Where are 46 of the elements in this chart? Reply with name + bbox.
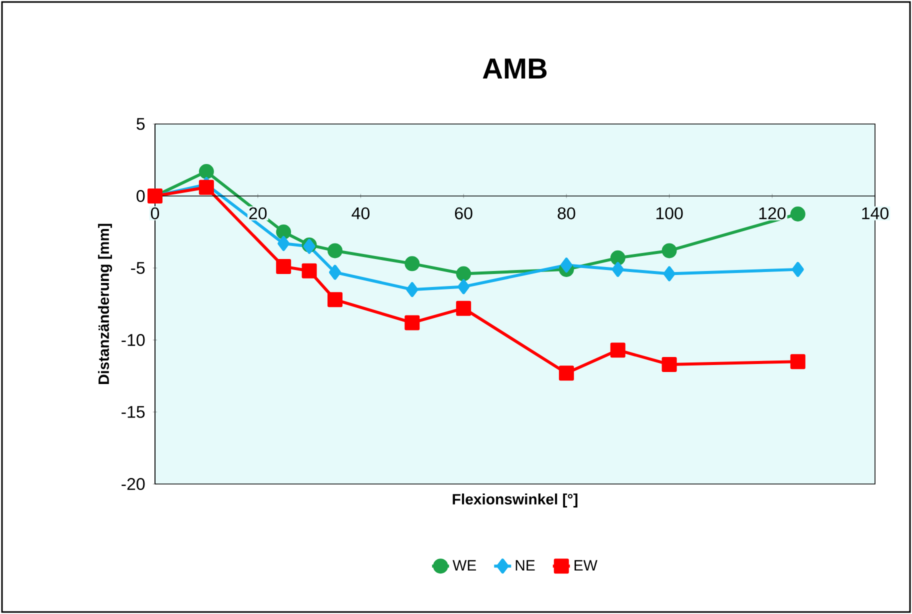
point xyxy=(328,243,343,258)
point xyxy=(198,164,214,180)
x-tick-label: 100 xyxy=(656,207,683,220)
x-tick-label: 120 xyxy=(759,207,786,220)
point xyxy=(302,263,317,278)
legend-label: WE xyxy=(452,560,476,570)
point xyxy=(278,236,290,252)
point xyxy=(790,354,806,370)
point xyxy=(276,224,292,240)
legend-label: EW xyxy=(574,560,598,570)
point xyxy=(198,180,214,195)
point xyxy=(610,250,626,266)
y-tick-label: -15 xyxy=(122,406,145,418)
point xyxy=(276,259,292,274)
point xyxy=(456,300,472,316)
x-tick-label: 40 xyxy=(352,207,370,220)
x-tick-label: 80 xyxy=(558,207,576,220)
chart-title: AMB xyxy=(482,58,547,78)
y-tick-label: -5 xyxy=(131,262,145,274)
point xyxy=(662,356,677,372)
x-tick-label: 140 xyxy=(862,207,888,220)
point xyxy=(612,262,624,277)
point xyxy=(560,258,572,273)
x-tick-label: 60 xyxy=(455,207,472,220)
point xyxy=(329,264,342,280)
y-tick-label: -20 xyxy=(122,478,145,490)
point xyxy=(406,282,418,298)
point xyxy=(328,292,343,308)
y-tick-label: 0 xyxy=(136,190,145,202)
legend-label: NE xyxy=(516,560,535,570)
point xyxy=(404,315,420,330)
point xyxy=(404,256,420,272)
x-tick-label: 20 xyxy=(249,207,267,220)
point xyxy=(610,342,626,358)
y-tick-label: 5 xyxy=(136,118,145,130)
y-tick-label: -10 xyxy=(122,334,145,346)
point xyxy=(458,279,470,294)
point xyxy=(456,266,472,282)
point xyxy=(792,262,804,277)
point xyxy=(558,366,574,381)
point xyxy=(662,243,677,258)
point xyxy=(663,266,676,282)
point xyxy=(790,206,806,222)
x-tick-label: 0 xyxy=(150,207,160,220)
y-axis-title: Distanzänderung [mm] xyxy=(98,224,112,384)
x-axis-title: Flexionswinkel [°] xyxy=(452,494,578,508)
